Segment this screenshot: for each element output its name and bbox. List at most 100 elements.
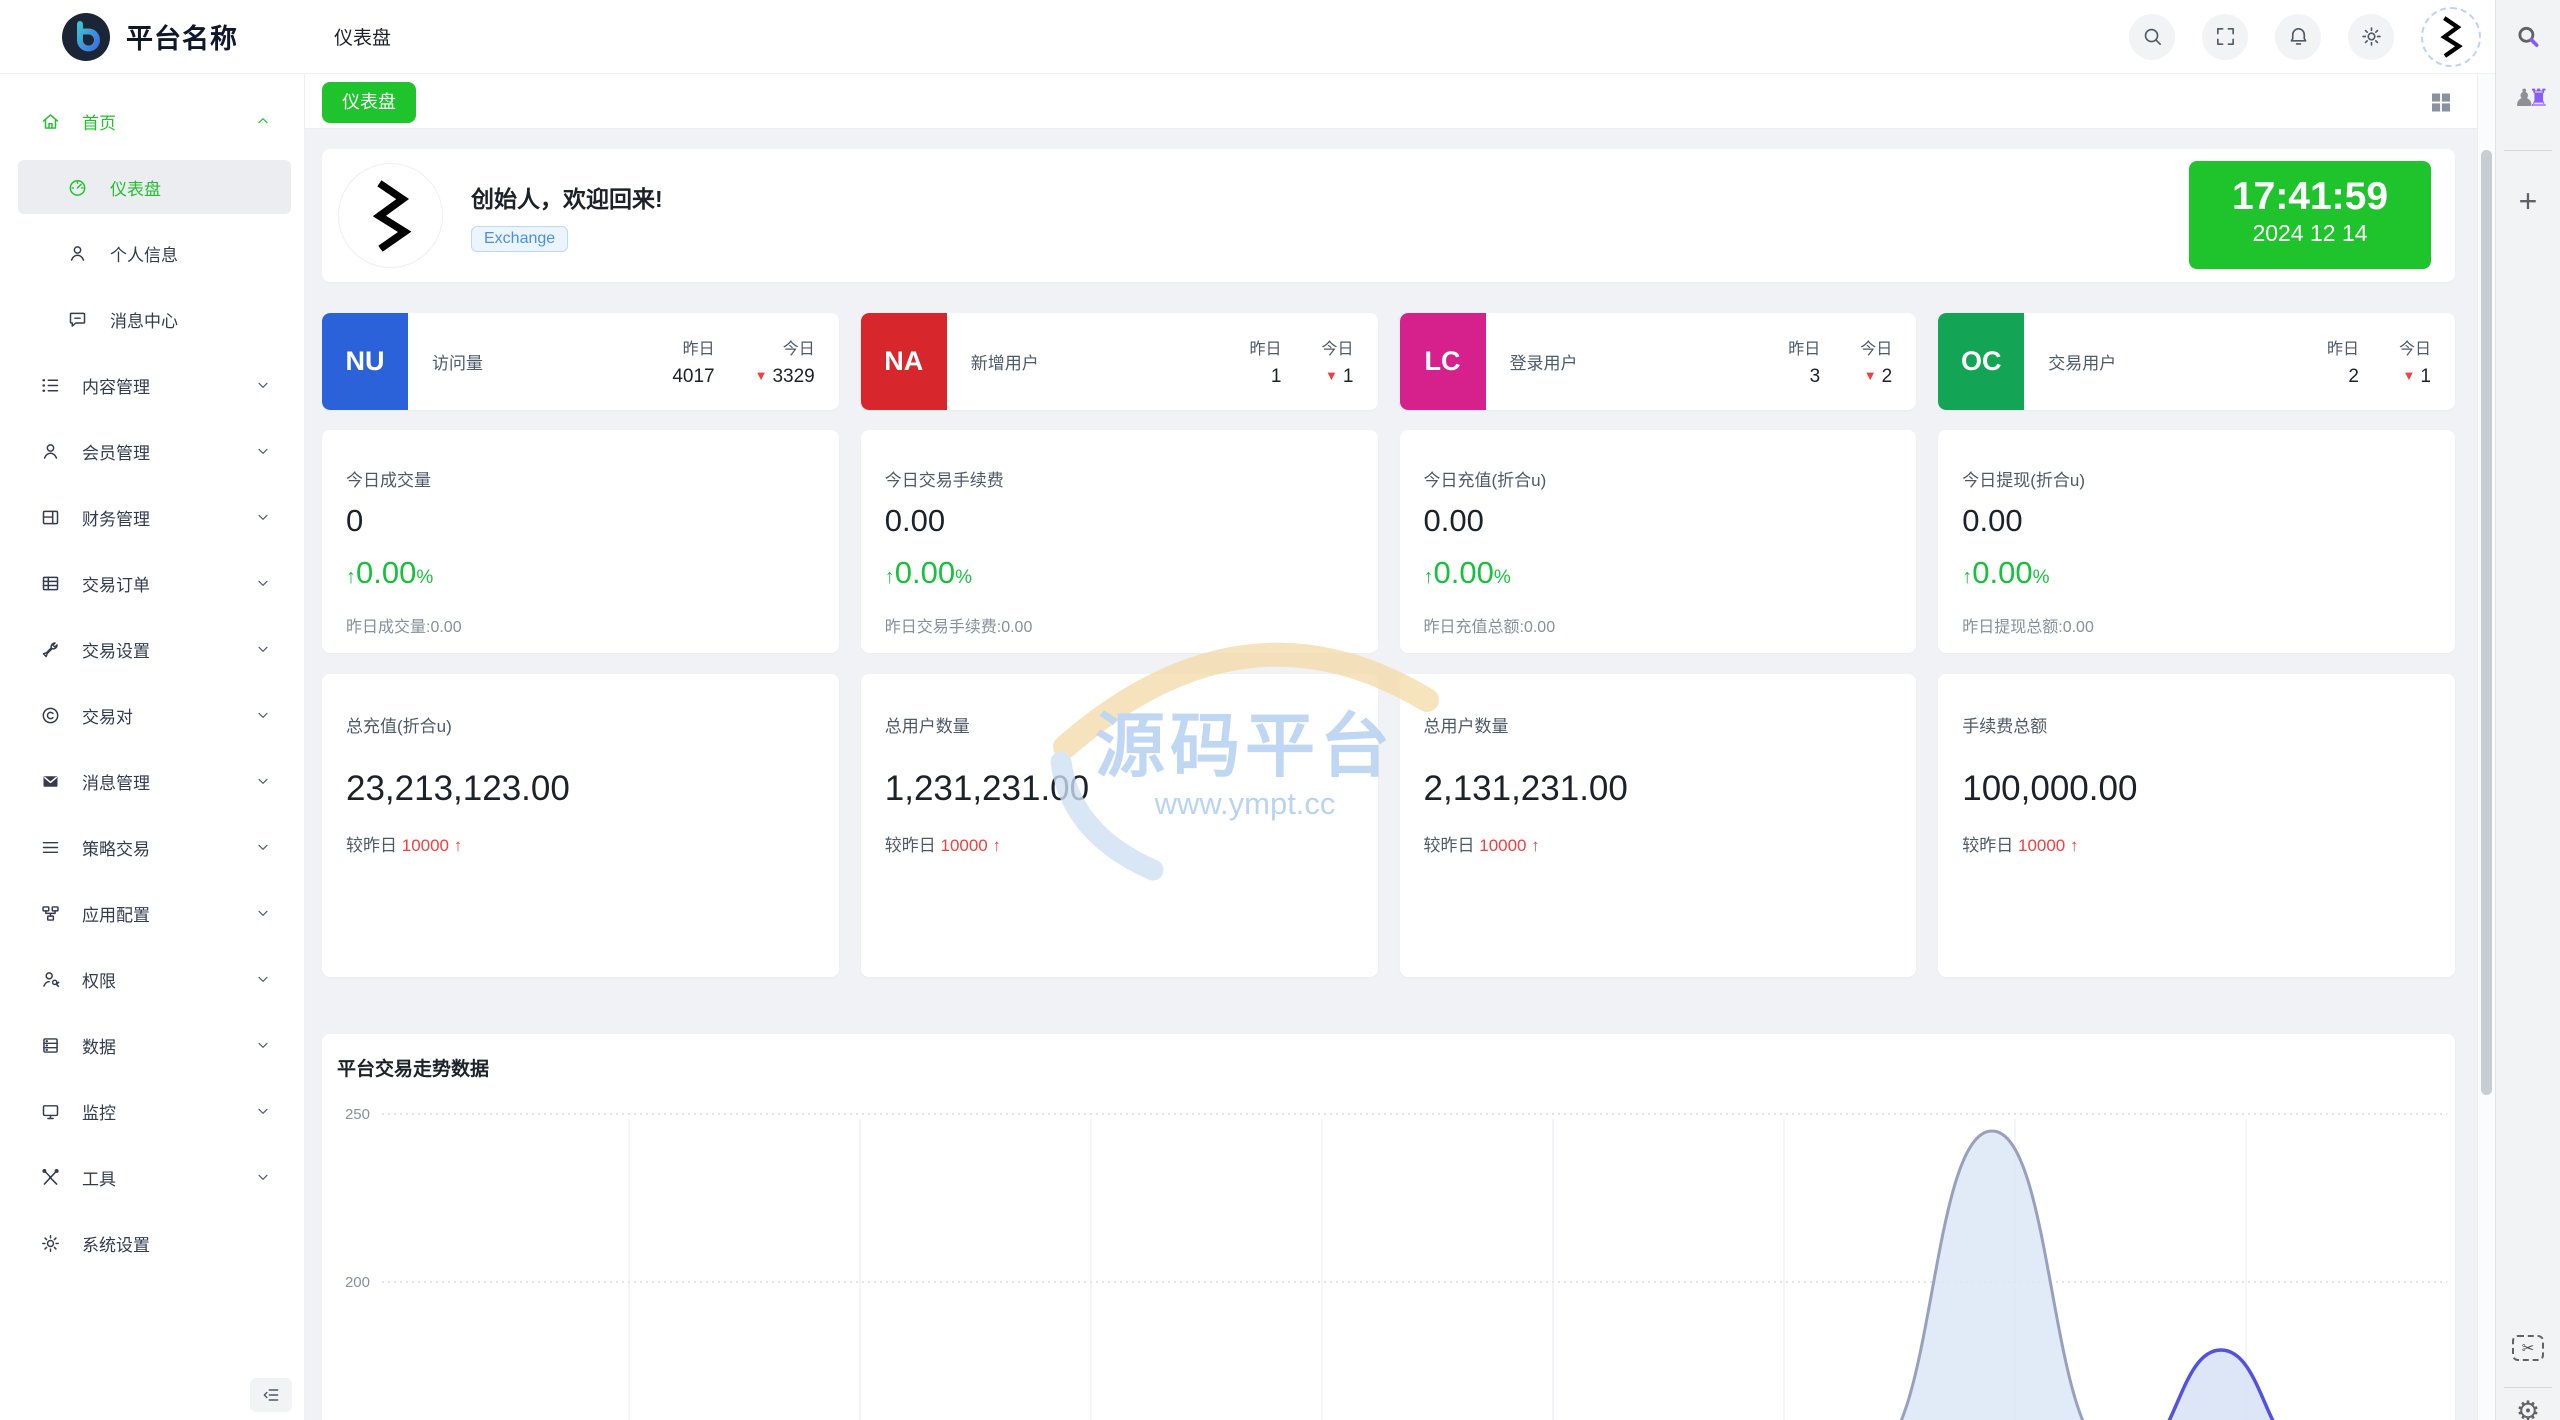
- total-value: 1,231,231.00: [884, 769, 1090, 808]
- sidebar-item-dashboard[interactable]: 仪表盘: [0, 154, 304, 220]
- sidebar-item-data[interactable]: 数据: [0, 1012, 304, 1078]
- mail-icon: [40, 771, 61, 792]
- rook-icon: ♜: [2528, 85, 2549, 112]
- sidebar-item-label: 交易对: [82, 707, 133, 727]
- clock-time: 17:41:59: [2231, 175, 2389, 218]
- greeting-text: 创始人，欢迎回来!: [471, 185, 663, 212]
- stat-abbr-badge: LC: [1399, 313, 1486, 410]
- metric-value: 0: [346, 503, 364, 538]
- app-title: 平台名称: [126, 24, 238, 54]
- copyright-icon: [40, 705, 61, 726]
- sidebar-item-label: 监控: [82, 1103, 116, 1123]
- table-icon: [40, 573, 61, 594]
- fullscreen-icon: [2214, 25, 2237, 48]
- chevron-down-icon: [255, 641, 271, 657]
- sidebar-item-monitoring[interactable]: 监控: [0, 1078, 304, 1144]
- sidebar-item-tools[interactable]: 工具: [0, 1144, 304, 1210]
- chess-icon[interactable]: ♟♜: [2513, 84, 2549, 113]
- sidebar-item-label: 系统设置: [82, 1235, 150, 1255]
- compare-value: 10000: [1479, 836, 1527, 855]
- sidebar-item-app-config[interactable]: 应用配置: [0, 880, 304, 946]
- metric-card-fees: 今日交易手续费 0.00 ↑0.00% 昨日交易手续费:0.00: [860, 430, 1378, 653]
- sidebar-item-member-mgmt[interactable]: 会员管理: [0, 418, 304, 484]
- sidebar-item-label: 仪表盘: [110, 179, 161, 199]
- sidebar-item-label: 消息中心: [110, 311, 178, 331]
- down-triangle-icon: ▼: [1863, 368, 1877, 383]
- layout-icon: [40, 507, 61, 528]
- compare-label: 较昨日: [1423, 836, 1475, 855]
- stat-col-value: 3329: [772, 366, 815, 387]
- search-extension-button[interactable]: [2515, 24, 2541, 50]
- up-arrow-icon: ↑: [1423, 566, 1434, 588]
- chevron-down-icon: [255, 575, 271, 591]
- sidebar-item-trade-settings[interactable]: 交易设置: [0, 616, 304, 682]
- sidebar-item-label: 策略交易: [82, 839, 150, 859]
- sidebar-item-system-settings[interactable]: 系统设置: [0, 1210, 304, 1276]
- stat-col-label: 昨日: [2326, 341, 2359, 358]
- tab-dashboard[interactable]: 仪表盘: [322, 82, 416, 123]
- fullscreen-button[interactable]: [2202, 13, 2248, 60]
- breadcrumb[interactable]: 仪表盘: [334, 28, 392, 49]
- metric-footer: 昨日交易手续费:0.00: [884, 619, 1033, 636]
- sidebar-item-strategy-trading[interactable]: 策略交易: [0, 814, 304, 880]
- scrollbar-track[interactable]: [2477, 74, 2495, 1420]
- down-triangle-icon: ▼: [754, 368, 768, 383]
- nodes-icon: [40, 903, 61, 924]
- layout-grid-icon[interactable]: [2427, 89, 2455, 116]
- trend-chart[interactable]: 250 200: [322, 1034, 2455, 1420]
- up-arrow-icon: ↑: [992, 836, 1002, 855]
- platform-logo-icon: [62, 12, 110, 61]
- sidebar-item-trade-orders[interactable]: 交易订单: [0, 550, 304, 616]
- sidebar-item-permissions[interactable]: 权限: [0, 946, 304, 1012]
- total-card-fees: 手续费总额 100,000.00 较昨日 10000 ↑: [1938, 674, 2455, 977]
- sidebar-item-home[interactable]: 首页: [0, 88, 304, 154]
- search-icon: [2141, 25, 2164, 48]
- chevron-down-icon: [255, 773, 271, 789]
- main-area: 仪表盘 创始人，欢迎回来! Exchange 17:41:59 2024 12 …: [305, 74, 2477, 1420]
- y-tick-200: 200: [345, 1274, 370, 1291]
- sidebar-item-message-center[interactable]: 消息中心: [0, 286, 304, 352]
- total-cards-row: 总充值(折合u) 23,213,123.00 较昨日 10000 ↑ 总用户数量…: [322, 674, 2455, 977]
- dashboard-content: 创始人，欢迎回来! Exchange 17:41:59 2024 12 14 N…: [305, 129, 2477, 1420]
- chevron-down-icon: [255, 1169, 271, 1185]
- gear-icon: ⚙: [2515, 1396, 2541, 1420]
- sidebar-item-trading-pairs[interactable]: 交易对: [0, 682, 304, 748]
- total-value: 100,000.00: [1962, 769, 2138, 808]
- stat-col-value: 3: [1809, 366, 1821, 387]
- notifications-button[interactable]: [2275, 13, 2321, 60]
- sidebar-collapse-button[interactable]: [250, 1378, 292, 1412]
- compare-label: 较昨日: [346, 836, 397, 855]
- stat-col-label: 今日: [1860, 341, 1893, 358]
- up-arrow-icon: ↑: [346, 566, 356, 588]
- chevron-down-icon: [255, 839, 271, 855]
- chart-series-2: [2169, 1350, 2273, 1420]
- stat-label: 交易用户: [2048, 354, 2117, 373]
- chevron-down-icon: [255, 509, 271, 525]
- sidebar-item-finance-mgmt[interactable]: 财务管理: [0, 484, 304, 550]
- sidebar-item-profile[interactable]: 个人信息: [0, 220, 304, 286]
- chevron-down-icon: [255, 1103, 271, 1119]
- sidebar-item-label: 个人信息: [110, 245, 178, 265]
- sidebar-item-label: 会员管理: [82, 443, 150, 463]
- add-button[interactable]: +: [2519, 183, 2538, 220]
- snip-button[interactable]: ✂: [2512, 1335, 2544, 1361]
- stat-col-value: 2: [2348, 366, 2359, 387]
- browser-side-strip: ♟♜ + ✂ ⚙: [2495, 0, 2560, 1420]
- avatar[interactable]: [2421, 6, 2481, 67]
- scrollbar-thumb[interactable]: [2481, 150, 2492, 1095]
- strip-settings-button[interactable]: ⚙: [2516, 1396, 2540, 1420]
- exchange-badge[interactable]: Exchange: [471, 225, 569, 252]
- stat-card-new-users: NA 新增用户 昨日 1 今日 ▼ 1: [860, 313, 1378, 410]
- down-triangle-icon: ▼: [2402, 368, 2416, 383]
- sidebar-item-content-mgmt[interactable]: 内容管理: [0, 352, 304, 418]
- clock-widget: 17:41:59 2024 12 14: [2189, 161, 2431, 269]
- sidebar-item-label: 内容管理: [82, 377, 150, 397]
- metric-change-unit: %: [2032, 567, 2050, 588]
- sidebar-item-message-mgmt[interactable]: 消息管理: [0, 748, 304, 814]
- settings-button[interactable]: [2348, 13, 2394, 60]
- metric-title: 今日交易手续费: [884, 471, 1004, 490]
- chevron-down-icon: [255, 377, 271, 393]
- stat-col-label: 今日: [2398, 341, 2431, 358]
- search-button[interactable]: [2129, 13, 2175, 60]
- metric-value: 0.00: [884, 503, 946, 538]
